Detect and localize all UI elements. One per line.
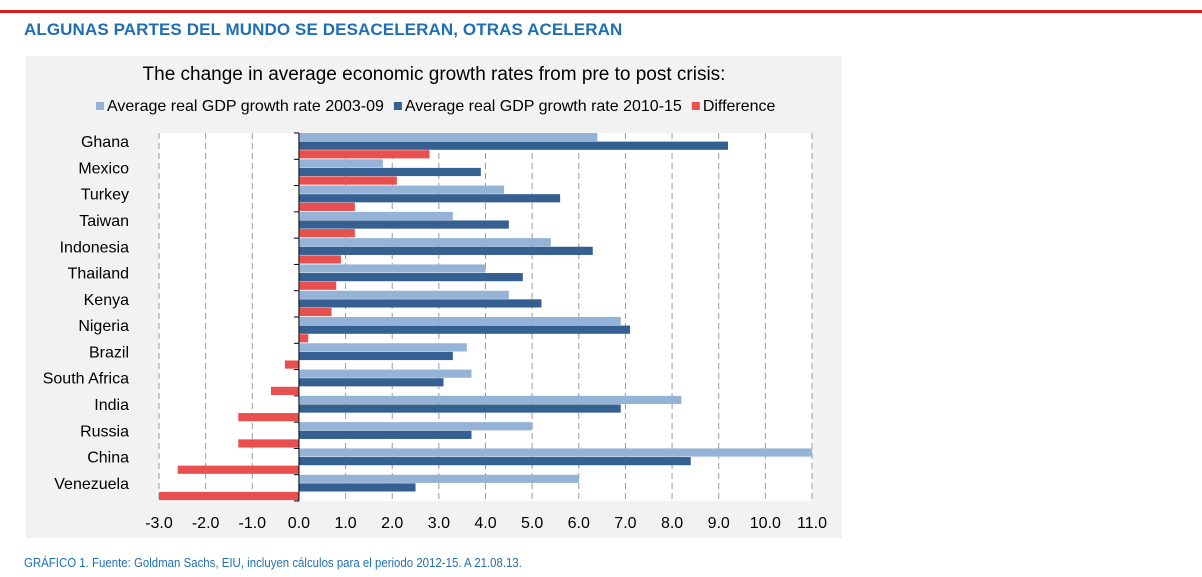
bar-1-turkey bbox=[298, 185, 505, 194]
bar-1-kenya bbox=[298, 290, 509, 299]
bar-3-russia bbox=[238, 439, 299, 448]
bar-2-turkey bbox=[298, 194, 561, 203]
bar-2-china bbox=[298, 457, 691, 466]
category-label: Nigeria bbox=[78, 318, 129, 335]
bar-1-south-africa bbox=[298, 369, 472, 378]
bar-2-indonesia bbox=[298, 246, 593, 255]
bar-1-china bbox=[298, 448, 812, 457]
top-rule bbox=[0, 10, 1202, 13]
bar-1-indonesia bbox=[298, 238, 551, 247]
x-tick-label: 1.0 bbox=[334, 515, 356, 532]
bar-2-venezuela bbox=[298, 483, 416, 492]
category-label: Thailand bbox=[68, 266, 129, 283]
category-label: Indonesia bbox=[60, 239, 129, 256]
bar-3-china bbox=[177, 465, 299, 474]
x-tick-label: -1.0 bbox=[238, 515, 266, 532]
bar-1-venezuela bbox=[298, 474, 579, 483]
bar-3-kenya bbox=[298, 307, 332, 317]
category-label: Russia bbox=[80, 423, 129, 440]
bar-2-russia bbox=[298, 430, 472, 439]
legend-label-3: Difference bbox=[703, 98, 776, 115]
x-tick-label: 0.0 bbox=[288, 515, 310, 532]
category-label: Turkey bbox=[81, 187, 129, 204]
bar-1-india bbox=[298, 395, 682, 405]
category-label: Kenya bbox=[84, 292, 129, 309]
bar-2-taiwan bbox=[298, 220, 509, 229]
x-tick-label: -2.0 bbox=[192, 515, 220, 532]
x-tick-label: 8.0 bbox=[661, 515, 683, 532]
bar-3-turkey bbox=[298, 202, 355, 211]
bar-3-india bbox=[238, 413, 299, 422]
chart-panel: The change in average economic growth ra… bbox=[26, 56, 842, 538]
x-tick-label: 10.0 bbox=[750, 515, 781, 532]
x-tick-label: 9.0 bbox=[708, 515, 730, 532]
x-tick-label: -3.0 bbox=[145, 515, 173, 532]
bar-3-indonesia bbox=[298, 255, 341, 264]
category-label: Brazil bbox=[89, 344, 129, 361]
bar-1-mexico bbox=[298, 159, 383, 168]
bar-2-brazil bbox=[298, 351, 453, 361]
bar-2-south-africa bbox=[298, 378, 444, 387]
x-tick-label: 6.0 bbox=[568, 515, 590, 532]
bar-3-thailand bbox=[298, 281, 337, 290]
x-tick-label: 2.0 bbox=[381, 515, 403, 532]
category-label: Venezuela bbox=[54, 476, 129, 493]
category-label: India bbox=[94, 397, 129, 414]
bar-2-kenya bbox=[298, 299, 542, 308]
bar-1-nigeria bbox=[298, 317, 621, 326]
source-caption: GRÁFICO 1. Fuente: Goldman Sachs, EIU, i… bbox=[24, 555, 522, 570]
bar-3-taiwan bbox=[298, 229, 355, 238]
x-tick-label: 3.0 bbox=[428, 515, 450, 532]
bar-3-ghana bbox=[298, 150, 430, 159]
bar-1-russia bbox=[298, 422, 533, 431]
category-label: South Africa bbox=[43, 371, 129, 388]
legend-swatch-2 bbox=[393, 102, 402, 110]
legend-swatch-1 bbox=[96, 102, 104, 110]
legend-label-2: Average real GDP growth rate 2010-15 bbox=[405, 98, 682, 115]
bar-3-venezuela bbox=[159, 491, 299, 501]
bar-2-mexico bbox=[298, 167, 481, 177]
bar-3-nigeria bbox=[298, 334, 309, 343]
bar-1-ghana bbox=[298, 133, 598, 142]
bar-1-brazil bbox=[298, 343, 467, 352]
category-label: Mexico bbox=[78, 160, 129, 177]
category-label: Taiwan bbox=[79, 213, 129, 230]
bar-2-ghana bbox=[298, 141, 729, 150]
bar-3-brazil bbox=[284, 360, 299, 369]
bar-2-nigeria bbox=[298, 325, 631, 334]
bar-1-taiwan bbox=[298, 211, 453, 221]
page-title: ALGUNAS PARTES DEL MUNDO SE DESACELERAN,… bbox=[24, 20, 623, 39]
x-tick-label: 11.0 bbox=[797, 515, 827, 532]
x-tick-label: 4.0 bbox=[474, 515, 496, 532]
x-tick-label: 7.0 bbox=[614, 515, 636, 532]
x-tick-label: 5.0 bbox=[521, 515, 543, 532]
bar-1-thailand bbox=[298, 264, 486, 273]
category-label: Ghana bbox=[81, 134, 129, 151]
bar-chart: The change in average economic growth ra… bbox=[43, 64, 827, 532]
bar-3-mexico bbox=[298, 176, 397, 185]
chart-title: The change in average economic growth ra… bbox=[143, 64, 726, 85]
bar-3-south-africa bbox=[270, 386, 299, 395]
bar-2-thailand bbox=[298, 273, 523, 282]
category-label: China bbox=[87, 450, 129, 467]
legend-swatch-3 bbox=[691, 102, 700, 110]
bar-2-india bbox=[298, 404, 621, 413]
legend-label-1: Average real GDP growth rate 2003-09 bbox=[107, 98, 384, 115]
